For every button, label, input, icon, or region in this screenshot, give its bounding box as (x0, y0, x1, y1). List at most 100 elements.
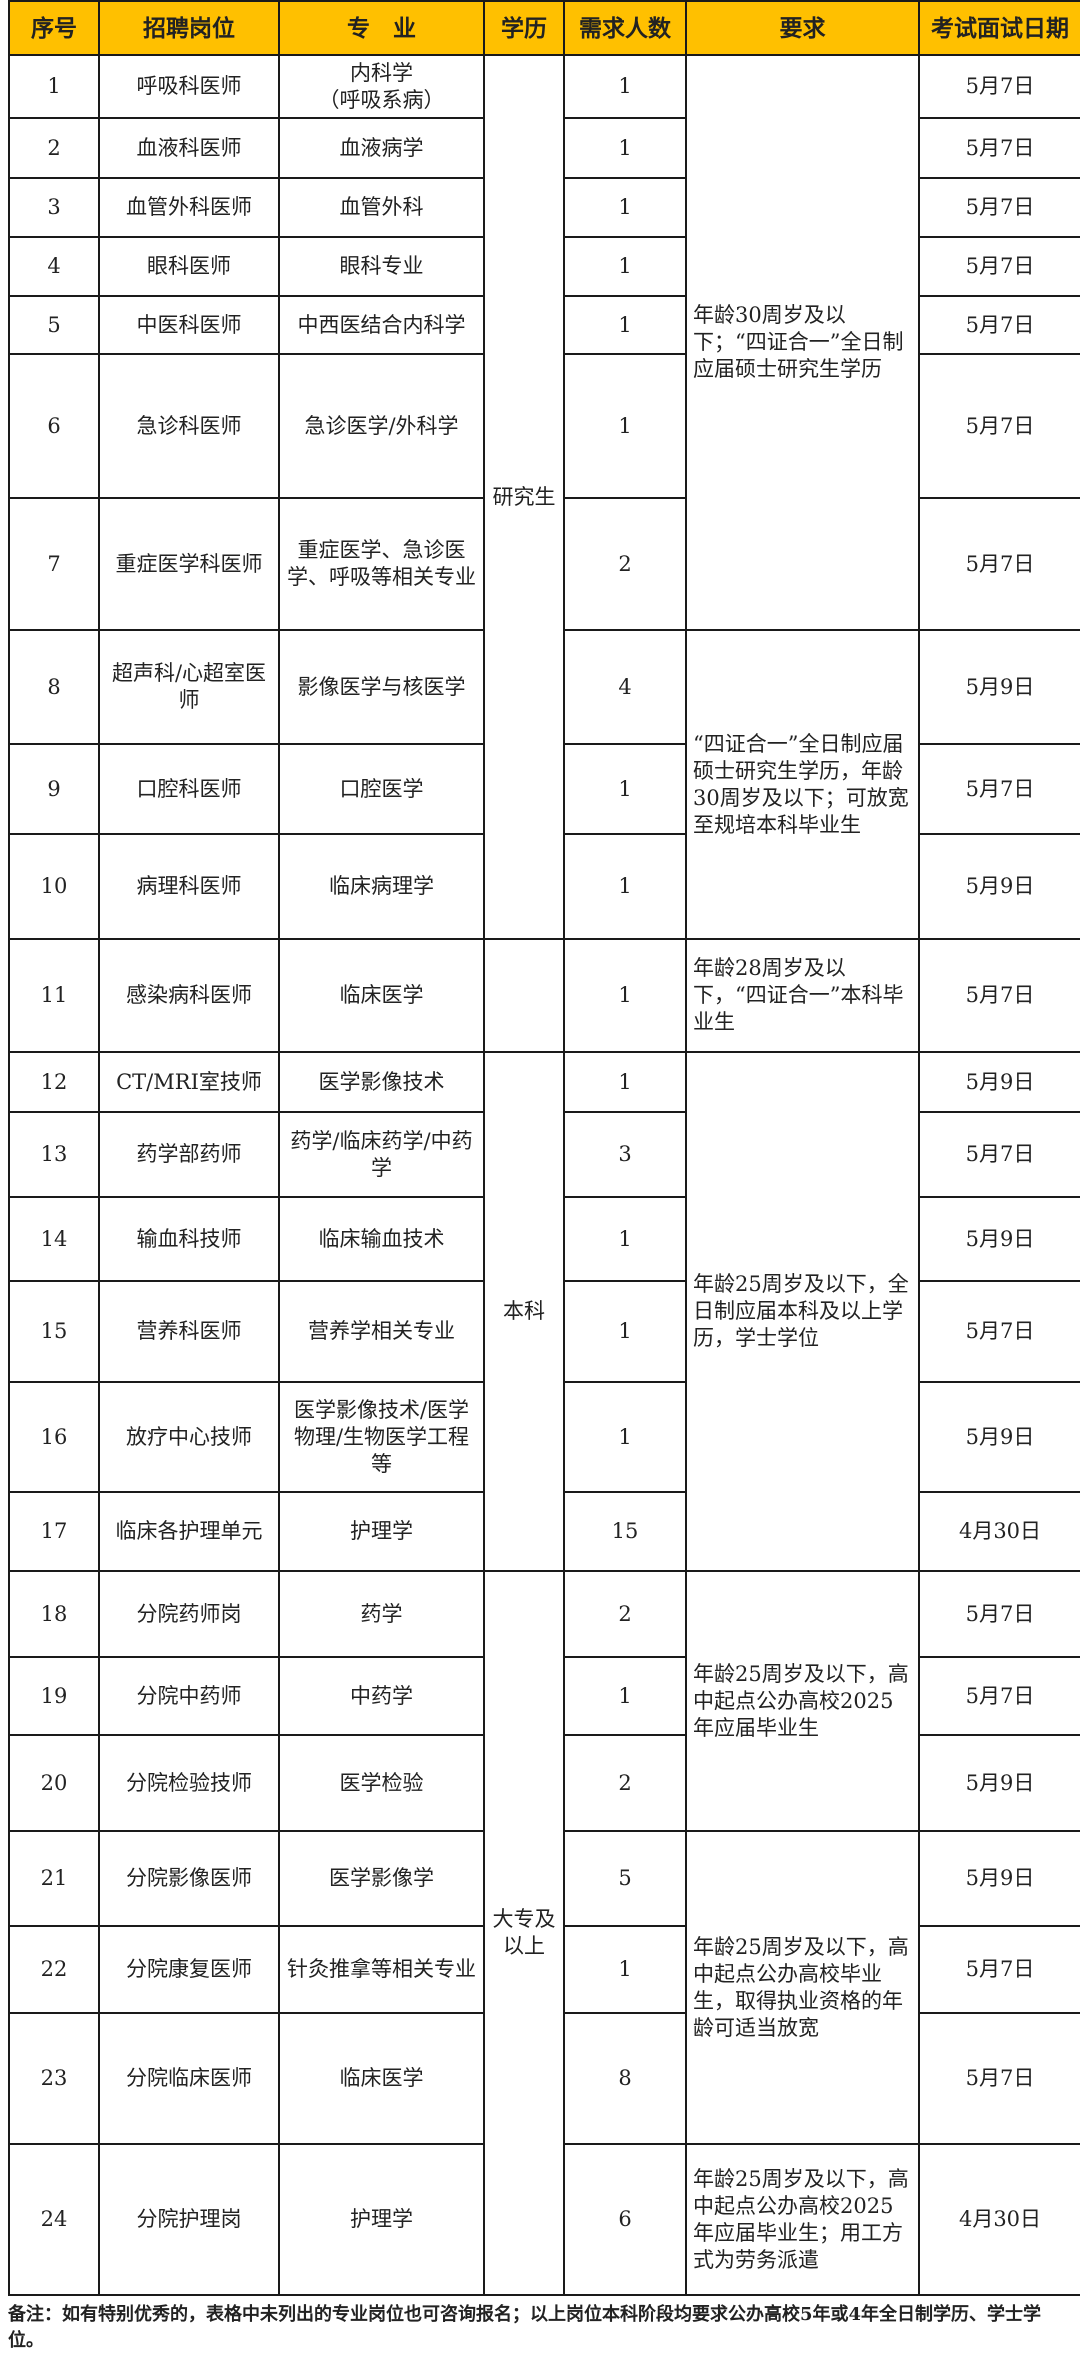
post-name: 呼吸科医师 (98, 54, 280, 119)
post-name: 放疗中心技师 (98, 1381, 280, 1493)
exam-date: 5月7日 (918, 236, 1080, 297)
table-row: 12 CT/MRI室技师 医学影像技术 本科 1 年龄25周岁及以下，全日制应届本科及以上… (8, 1051, 1080, 1572)
table-row: 9 口腔科医师 口腔医学 1 5月7日 (8, 743, 1080, 835)
post-name: 分院影像医师 (98, 1830, 280, 1927)
row-number: 17 (8, 1491, 100, 1572)
exam-date: 5月7日 (918, 2012, 1080, 2145)
headcount: 2 (563, 1570, 687, 1658)
table-row: 16 放疗中心技师 医学影像技术/医学物理/生物医学工程等 1 5月9日 (8, 1381, 1080, 1493)
table-row: 1 呼吸科医师 内科学 （呼吸系病） 研究生 1 年龄30周岁及以下；“四证合一”全日制应届… (8, 54, 1080, 940)
table-row: 7 重症医学科医师 重症医学、急诊医学、呼吸等相关专业 2 5月7日 (8, 497, 1080, 631)
row-number: 6 (8, 353, 100, 499)
row-number: 15 (8, 1280, 100, 1383)
row-number: 22 (8, 1925, 100, 2014)
row-number: 16 (8, 1381, 100, 1493)
headcount: 4 (563, 629, 687, 745)
post-name: 重症医学科医师 (98, 497, 280, 631)
row-number: 4 (8, 236, 100, 297)
exam-date: 5月9日 (918, 1381, 1080, 1493)
exam-date: 5月9日 (918, 1734, 1080, 1832)
requirements: 年龄25周岁及以下，高中起点公办高校毕业生，取得执业资格的年龄可适当放宽 (685, 1830, 920, 2145)
post-name: 分院药师岗 (98, 1570, 280, 1658)
post-name: 血管外科医师 (98, 177, 280, 238)
requirements: “四证合一”全日制应届硕士研究生学历，年龄30周岁及以下；可放宽至规培本科毕业生 (685, 629, 920, 940)
footnote: 备注：如有特别优秀的，表格中未列出的专业岗位也可咨询报名；以上岗位本科阶段均要求… (0, 2296, 1080, 2359)
post-name: 分院中药师 (98, 1656, 280, 1736)
headcount: 1 (563, 938, 687, 1053)
row-number: 8 (8, 629, 100, 745)
major: 营养学相关专业 (278, 1280, 485, 1383)
exam-date: 5月7日 (918, 295, 1080, 355)
major: 针灸推拿等相关专业 (278, 1925, 485, 2014)
major: 中药学 (278, 1656, 485, 1736)
exam-date: 5月7日 (918, 497, 1080, 631)
post-name: 中医科医师 (98, 295, 280, 355)
table-row: 13 药学部药师 药学/临床药学/中药学 3 5月7日 (8, 1111, 1080, 1198)
row-number: 24 (8, 2143, 100, 2296)
row-number: 10 (8, 833, 100, 940)
post-name: 急诊科医师 (98, 353, 280, 499)
table-row: 5 中医科医师 中西医结合内科学 1 5月7日 (8, 295, 1080, 355)
headcount: 2 (563, 497, 687, 631)
row-number: 1 (8, 54, 100, 119)
exam-date: 5月7日 (918, 1656, 1080, 1736)
post-name: 血液科医师 (98, 117, 280, 179)
table-row: 15 营养科医师 营养学相关专业 1 5月7日 (8, 1280, 1080, 1383)
exam-date: 5月7日 (918, 117, 1080, 179)
major: 临床输血技术 (278, 1196, 485, 1282)
requirements: 年龄25周岁及以下，高中起点公办高校2025年应届毕业生 (685, 1570, 920, 1832)
major: 内科学 （呼吸系病） (278, 54, 485, 119)
post-name: 分院检验技师 (98, 1734, 280, 1832)
major: 护理学 (278, 1491, 485, 1572)
headcount: 1 (563, 1051, 687, 1113)
post-name: 临床各护理单元 (98, 1491, 280, 1572)
table-row: 23 分院临床医师 临床医学 8 5月7日 (8, 2012, 1080, 2145)
table-row: 14 输血科技师 临床输血技术 1 5月9日 (8, 1196, 1080, 1282)
education-level (483, 938, 565, 1053)
headcount: 8 (563, 2012, 687, 2145)
major: 口腔医学 (278, 743, 485, 835)
education-level: 大专及以上 (483, 1570, 565, 2296)
table-row: 8 超声科/心超室医师 影像医学与核医学 4 “四证合一”全日制应届硕士研究生学历，年龄… (8, 629, 1080, 940)
table-row: 10 病理科医师 临床病理学 1 5月9日 (8, 833, 1080, 940)
major: 血管外科 (278, 177, 485, 238)
headcount: 1 (563, 833, 687, 940)
exam-date: 5月7日 (918, 54, 1080, 119)
headcount: 1 (563, 1656, 687, 1736)
exam-date: 5月7日 (918, 1111, 1080, 1198)
table-row: 2 血液科医师 血液病学 1 5月7日 (8, 117, 1080, 179)
post-name: 感染病科医师 (98, 938, 280, 1053)
table-row: 19 分院中药师 中药学 1 5月7日 (8, 1656, 1080, 1736)
requirements: 年龄30周岁及以下；“四证合一”全日制应届硕士研究生学历 (685, 54, 920, 631)
exam-date: 5月7日 (918, 938, 1080, 1053)
row-number: 20 (8, 1734, 100, 1832)
post-name: 超声科/心超室医师 (98, 629, 280, 745)
header-requirements: 要求 (685, 0, 920, 56)
table-row: 11 感染病科医师 临床医学 1 年龄28周岁及以下，“四证合一”本科毕业生 5月7日 (8, 938, 1080, 1053)
requirements: 年龄25周岁及以下，全日制应届本科及以上学历，学士学位 (685, 1051, 920, 1572)
post-name: 分院临床医师 (98, 2012, 280, 2145)
header-no: 序号 (8, 0, 100, 56)
major: 医学检验 (278, 1734, 485, 1832)
table-row: 24 分院护理岗 护理学 6 年龄25周岁及以下，高中起点公办高校2025年应届毕业生；… (8, 2143, 1080, 2296)
major: 药学/临床药学/中药学 (278, 1111, 485, 1198)
major: 中西医结合内科学 (278, 295, 485, 355)
major: 临床医学 (278, 938, 485, 1053)
row-number: 2 (8, 117, 100, 179)
row-number: 18 (8, 1570, 100, 1658)
exam-date: 5月9日 (918, 1051, 1080, 1113)
headcount: 15 (563, 1491, 687, 1572)
headcount: 1 (563, 1381, 687, 1493)
table-row: 20 分院检验技师 医学检验 2 5月9日 (8, 1734, 1080, 1832)
table-row: 18 分院药师岗 药学 大专及以上 2 年龄25周岁及以下，高中起点公办高校2025年应届… (8, 1570, 1080, 2296)
header-exam-date: 考试面试日期 (918, 0, 1080, 56)
headcount: 6 (563, 2143, 687, 2296)
header-education: 学历 (483, 0, 565, 56)
row-number: 19 (8, 1656, 100, 1736)
exam-date: 5月7日 (918, 1280, 1080, 1383)
headcount: 5 (563, 1830, 687, 1927)
headcount: 1 (563, 117, 687, 179)
headcount: 1 (563, 295, 687, 355)
major: 医学影像技术/医学物理/生物医学工程等 (278, 1381, 485, 1493)
headcount: 1 (563, 1925, 687, 2014)
